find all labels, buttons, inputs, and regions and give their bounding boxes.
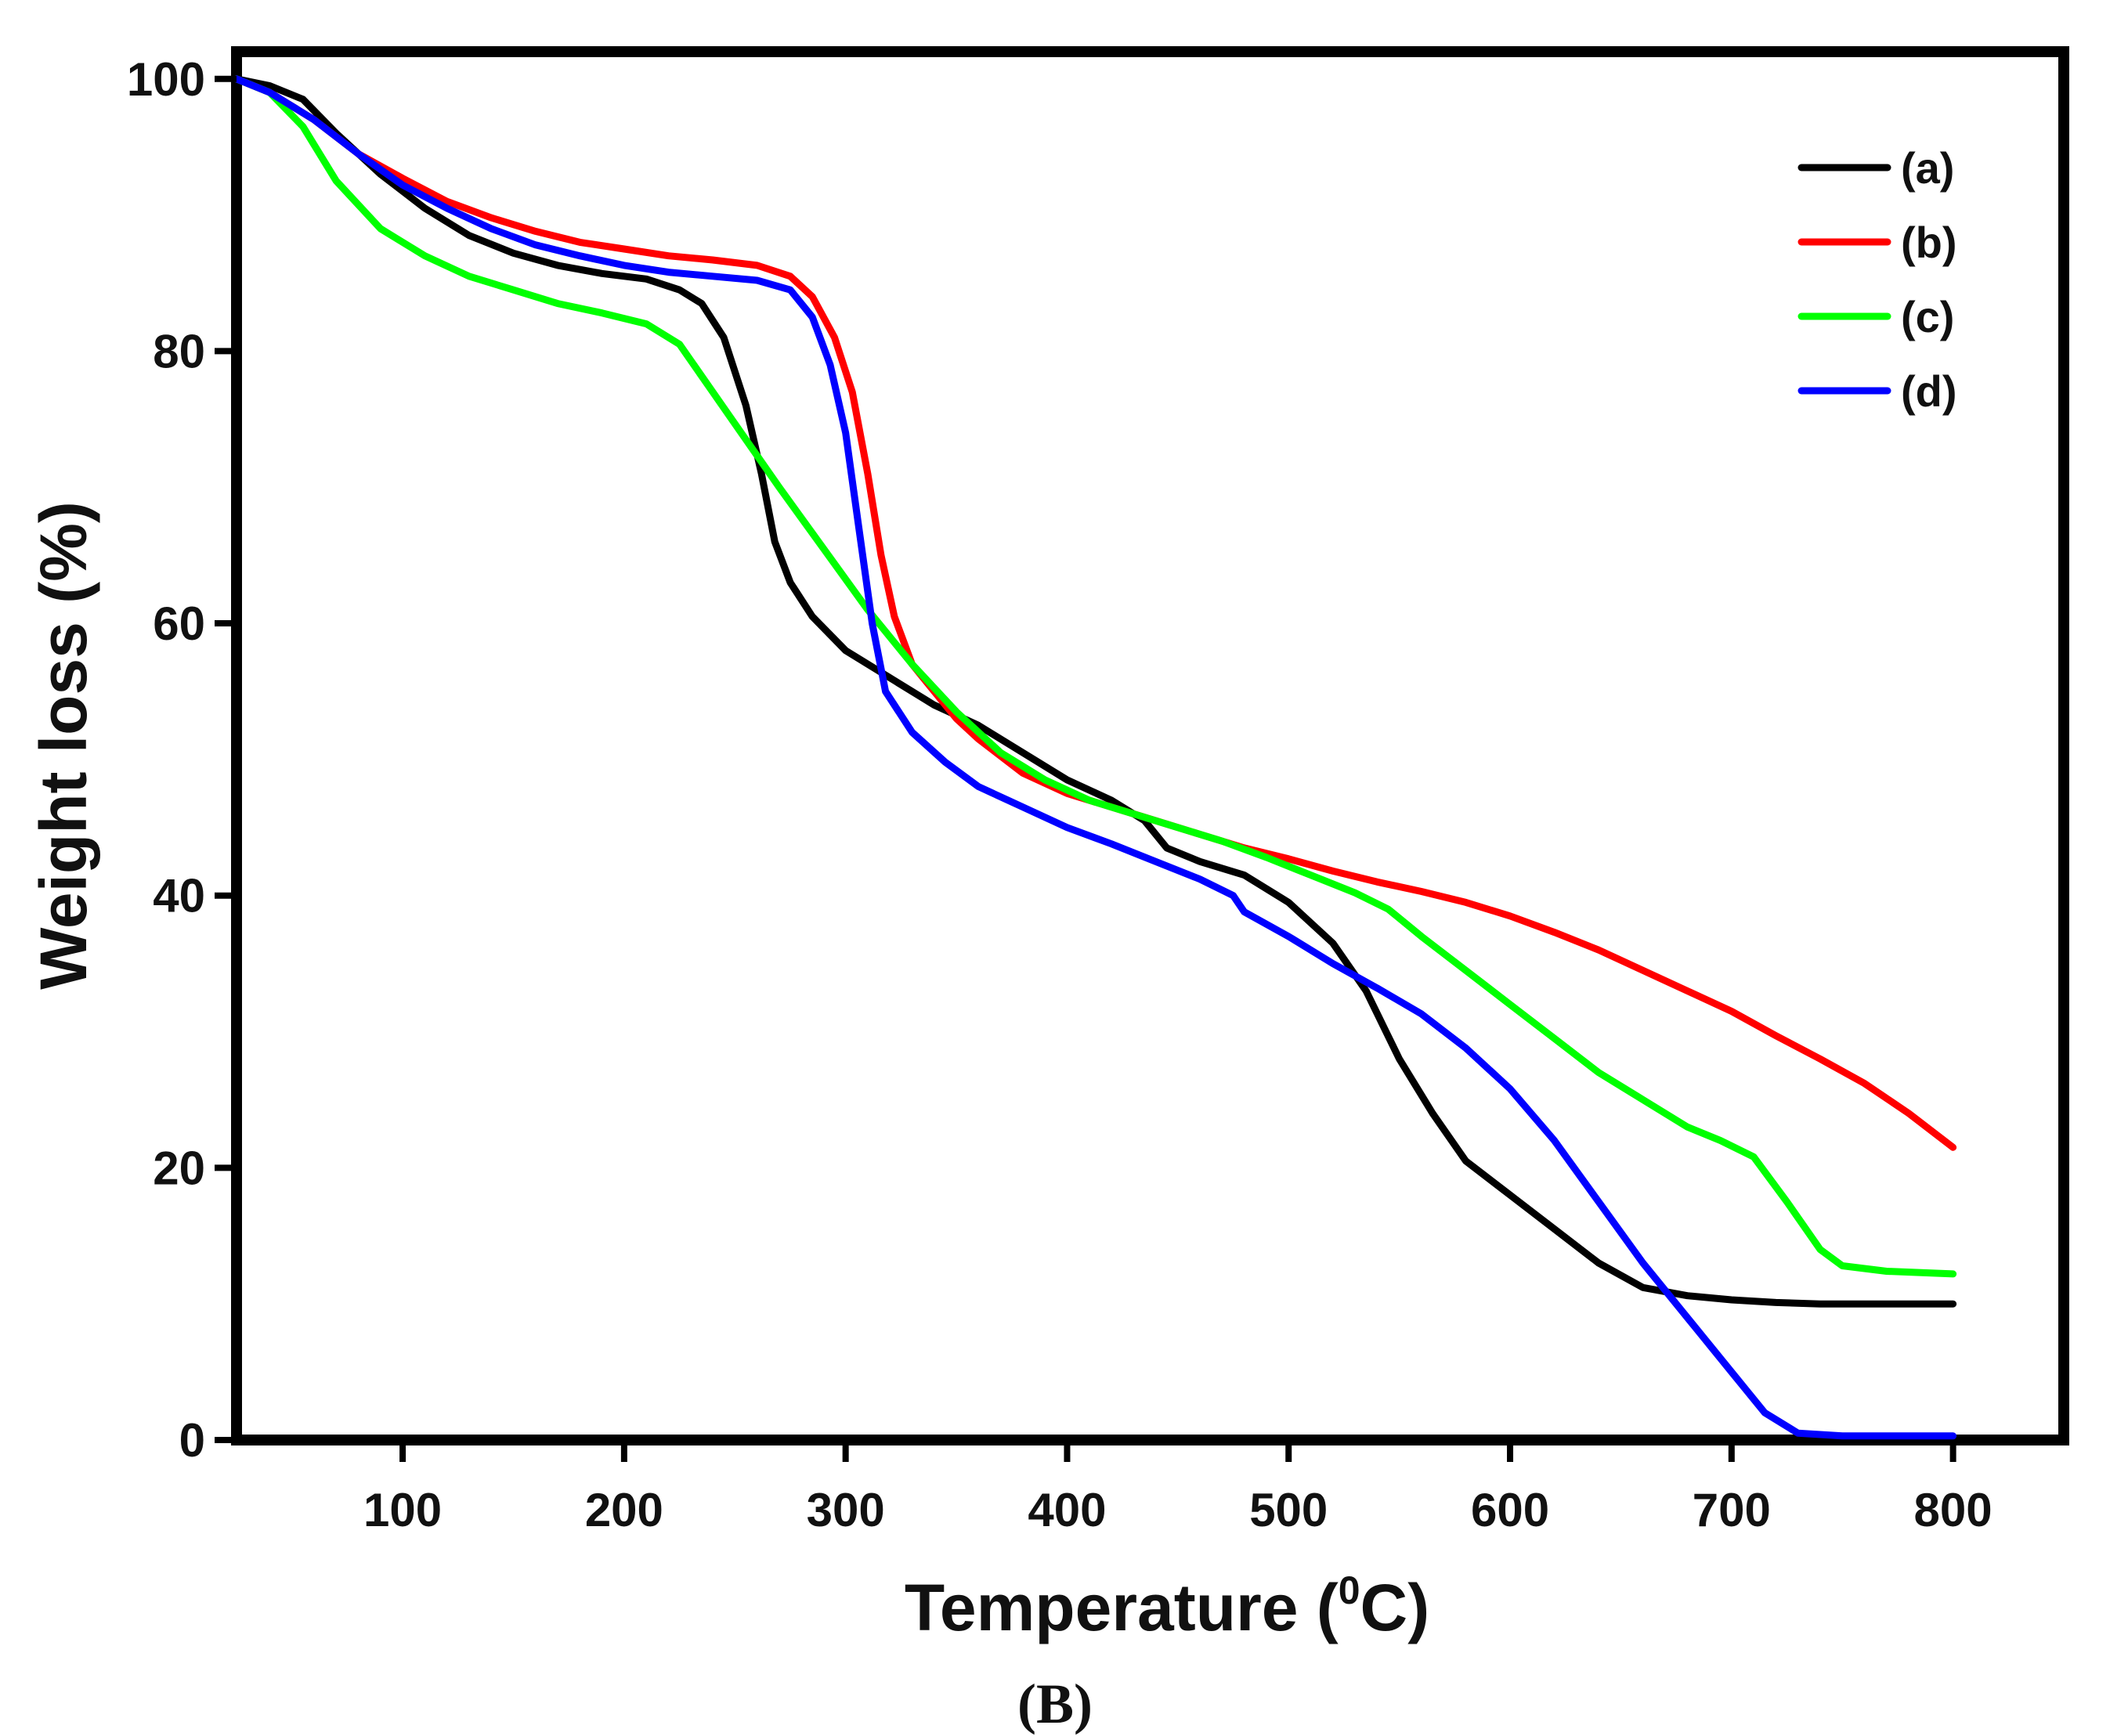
series-line-4	[233, 75, 1957, 1440]
y-axis-ticks: 0 20 40 60 80 100	[127, 53, 237, 1467]
x-axis-title-main: Temperature (	[905, 1571, 1339, 1644]
x-tick-label: 500	[1249, 1484, 1328, 1536]
x-tick-label: 100	[363, 1484, 442, 1536]
series-line-2	[233, 75, 1957, 1151]
x-tick-label: 600	[1471, 1484, 1549, 1536]
series-line-1	[233, 75, 1957, 1308]
y-tick-label: 100	[127, 53, 205, 106]
legend-label: (b)	[1901, 218, 1957, 267]
y-axis-title: Weight loss (%)	[27, 501, 100, 990]
y-tick-label: 40	[153, 870, 205, 922]
series-layer	[233, 75, 1957, 1440]
x-axis-title-superscript: 0	[1339, 1568, 1360, 1612]
x-axis-ticks: 100 200 300 400 500 600 700 800	[363, 1440, 1993, 1536]
x-tick-label: 800	[1914, 1484, 1993, 1536]
x-tick-label: 700	[1693, 1484, 1771, 1536]
legend-label: (d)	[1901, 366, 1957, 416]
legend-label: (a)	[1901, 143, 1954, 193]
x-axis-title: Temperature (0C)	[905, 1568, 1429, 1644]
panel-label: (B)	[1017, 1673, 1093, 1735]
y-tick-label: 80	[153, 325, 205, 377]
legend-label: (c)	[1901, 292, 1954, 341]
y-tick-label: 0	[179, 1414, 205, 1467]
legend: (a) (b) (c) (d)	[1797, 143, 1957, 416]
x-axis-title-suffix: C)	[1360, 1571, 1430, 1644]
x-tick-label: 300	[807, 1484, 885, 1536]
x-tick-label: 400	[1028, 1484, 1106, 1536]
y-tick-label: 60	[153, 597, 205, 650]
plot-frame	[231, 46, 2069, 1445]
series-line-3	[233, 75, 1957, 1278]
x-tick-label: 200	[585, 1484, 663, 1536]
y-tick-label: 20	[153, 1142, 205, 1194]
